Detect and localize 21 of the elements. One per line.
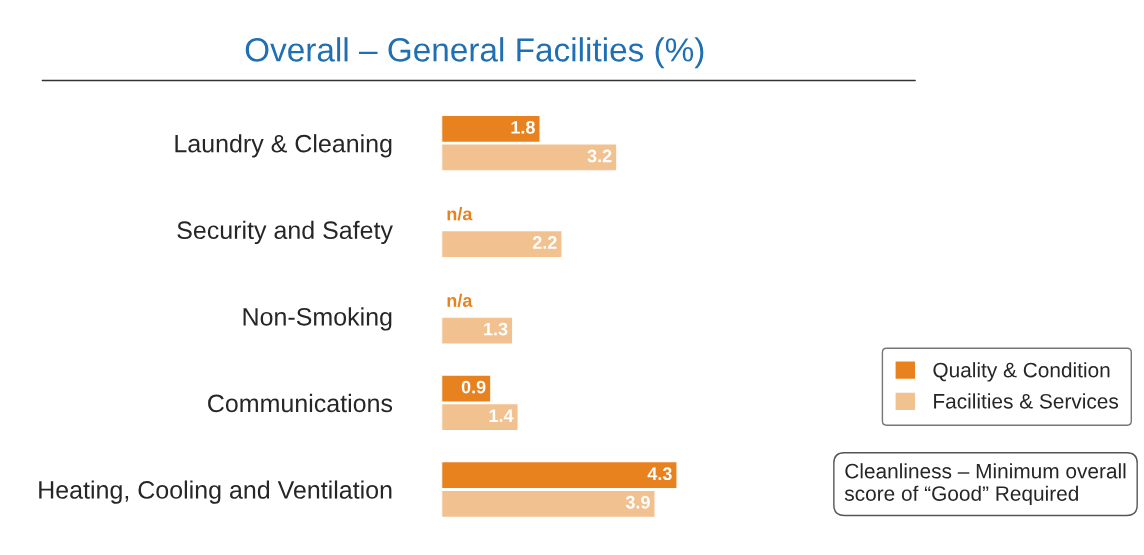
data-label: 3.9	[625, 495, 650, 509]
data-label: 3.2	[587, 149, 612, 163]
y-tick-label: Security and Safety	[177, 220, 393, 245]
y-tick-label: Communications	[208, 393, 393, 413]
text: n/a	[447, 207, 473, 221]
data-label: 1.3	[484, 322, 508, 336]
data-label: 1.4	[489, 409, 514, 422]
data-label: 4.3	[647, 467, 672, 481]
data-label: 2.2	[532, 236, 557, 249]
bar	[441, 229, 563, 259]
y-tick-label: Heating, Cooling and Ventilation	[39, 480, 392, 504]
chart-title: Overall – General Facilities (%)	[245, 37, 704, 69]
y-tick-label: Non-Smoking	[243, 307, 392, 331]
legend-label: Quality & Condition	[933, 362, 1110, 382]
bar	[441, 316, 514, 345]
text: n/a	[447, 293, 473, 308]
legend-label: Facilities & Services	[934, 393, 1119, 409]
text: Cleanliness – Minimum overall score of “Good” Required	[844, 463, 1126, 506]
y-tick-label: Laundry & Cleaning	[175, 134, 392, 158]
data-label: 0.9	[461, 380, 486, 394]
data-label: 1.8	[511, 120, 535, 134]
